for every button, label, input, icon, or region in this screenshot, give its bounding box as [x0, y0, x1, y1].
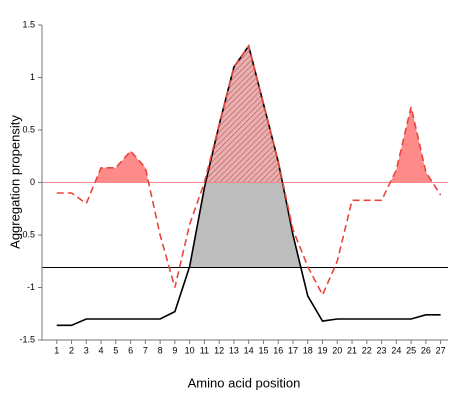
x-tick-label: 11: [200, 345, 209, 355]
series-line: [56, 44, 442, 297]
x-tick-label: 17: [288, 345, 298, 355]
x-axis-title: Amino acid position: [188, 375, 301, 390]
x-tick-label: 19: [318, 345, 328, 355]
x-tick-label: 10: [185, 345, 195, 355]
hatched-fill: [205, 46, 283, 183]
x-tick-label: 25: [406, 345, 416, 355]
x-tick-label: 12: [214, 345, 224, 355]
x-tick-label: 23: [377, 345, 387, 355]
x-tick-label: 27: [436, 345, 446, 355]
x-tick-label: 14: [244, 345, 254, 355]
y-tick-label: 0.5: [22, 124, 35, 134]
x-tick-label: 20: [332, 345, 342, 355]
y-tick-label: -0.5: [19, 229, 35, 239]
y-tick-label: -1.5: [19, 334, 35, 344]
x-tick-label: 8: [158, 345, 163, 355]
y-tick-label: 1.5: [22, 19, 35, 29]
x-tick-label: 13: [229, 345, 239, 355]
x-tick-label: 16: [273, 345, 283, 355]
x-tick-label: 22: [362, 345, 372, 355]
x-tick-label: 18: [303, 345, 313, 355]
x-tick-label: 6: [128, 345, 133, 355]
y-tick-label: -1: [27, 282, 35, 292]
x-tick-label: 4: [99, 345, 104, 355]
x-tick-label: 5: [113, 345, 118, 355]
x-tick-label: 26: [421, 345, 431, 355]
x-tick-label: 15: [258, 345, 268, 355]
area-fill: [56, 182, 441, 268]
x-tick-label: 24: [391, 345, 401, 355]
x-tick-label: 2: [69, 345, 74, 355]
y-tick-label: 0: [30, 177, 35, 187]
x-tick-label: 3: [84, 345, 89, 355]
y-tick-label: 1: [30, 72, 35, 82]
x-tick-label: 21: [347, 345, 357, 355]
x-tick-label: 7: [143, 345, 148, 355]
x-tick-label: 9: [172, 345, 177, 355]
x-tick-label: 1: [54, 345, 59, 355]
y-axis-title: Aggregation propensity: [7, 115, 22, 249]
